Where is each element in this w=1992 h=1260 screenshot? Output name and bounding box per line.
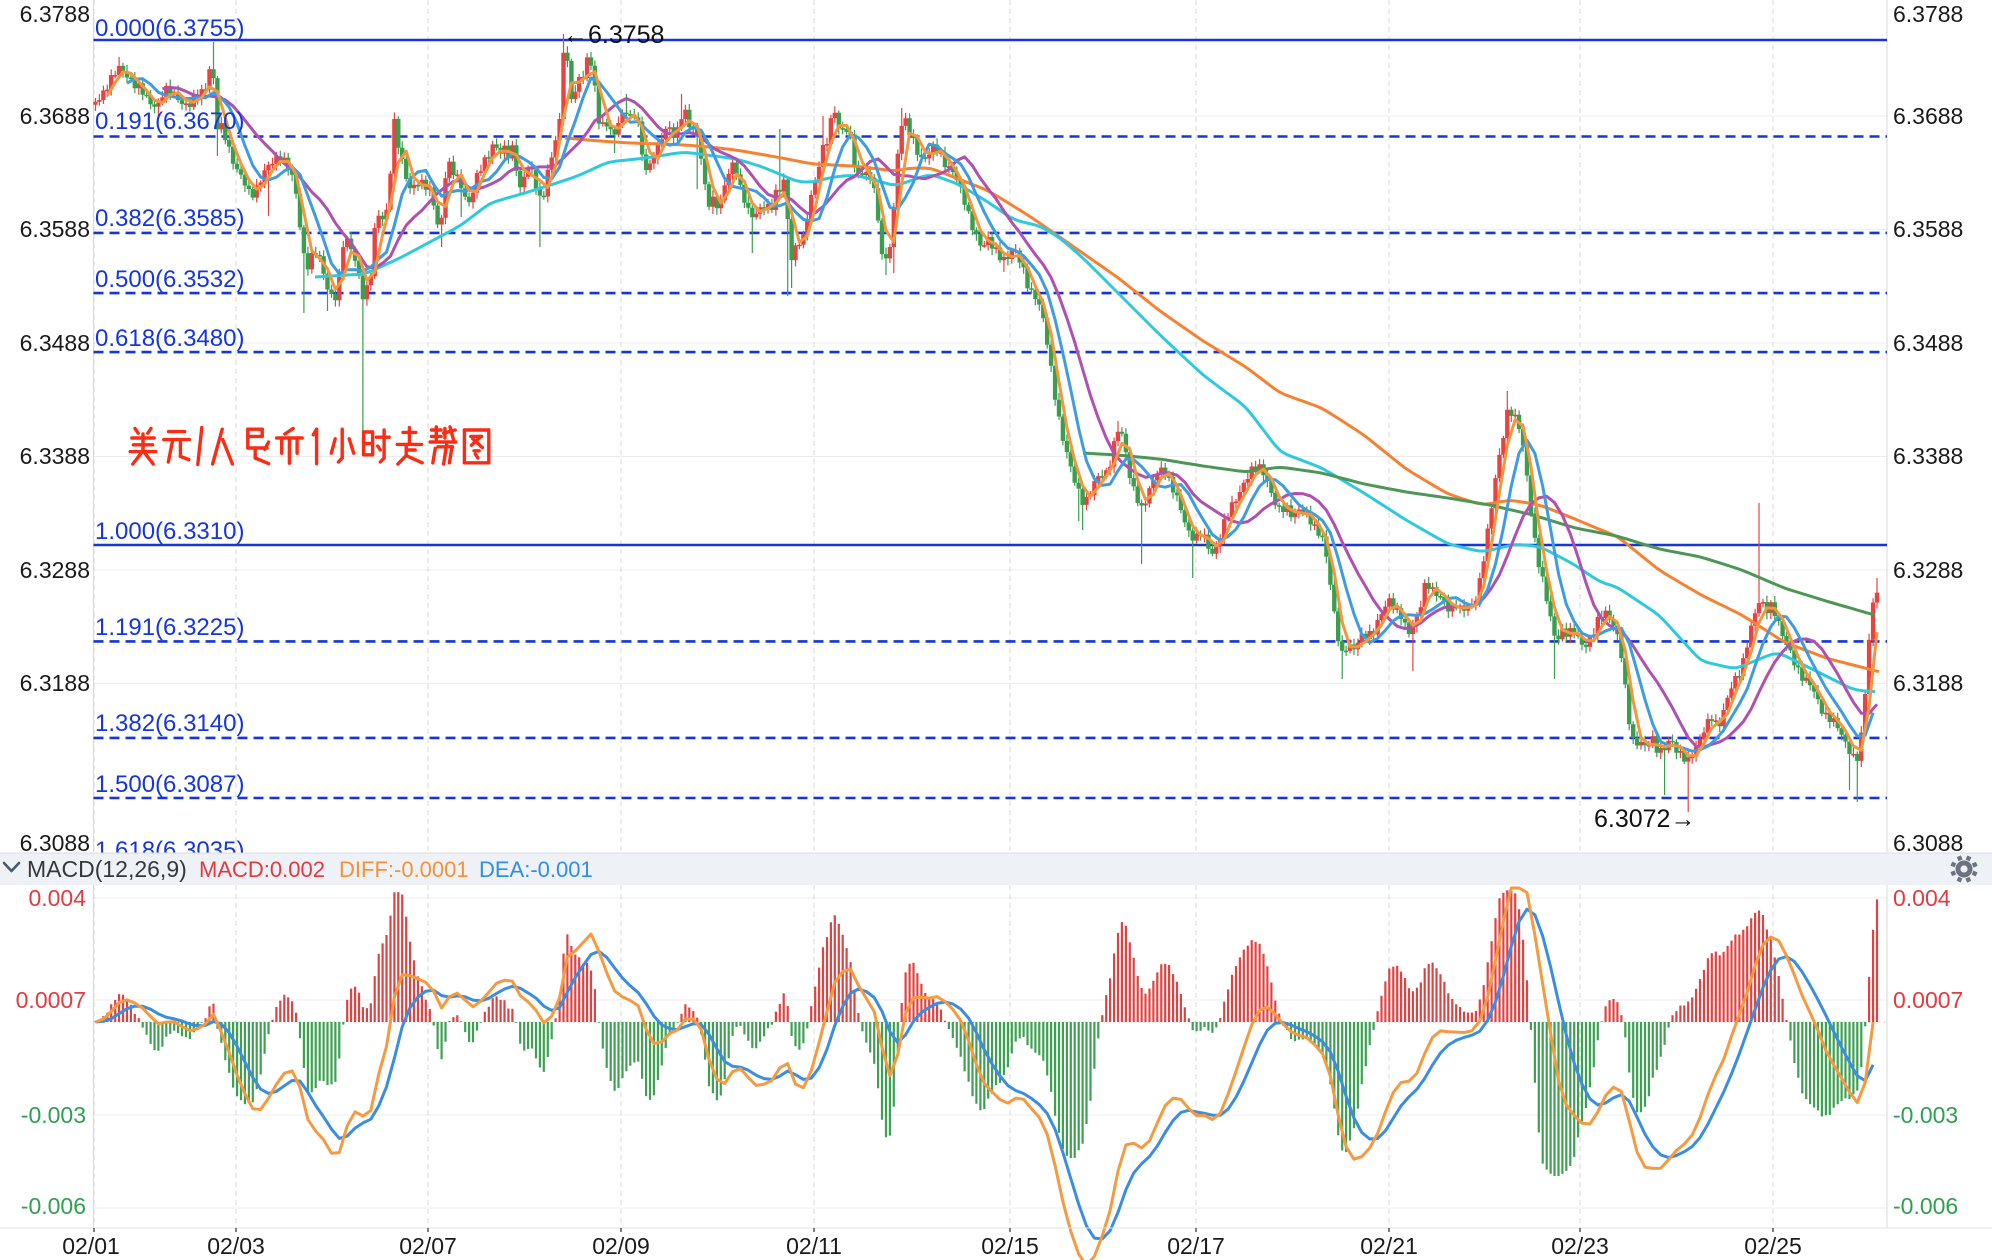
svg-text:0.0007: 0.0007 — [16, 987, 86, 1013]
svg-text:0.000(6.3755): 0.000(6.3755) — [95, 15, 244, 42]
svg-text:1.000(6.3310): 1.000(6.3310) — [95, 518, 244, 545]
svg-text:-0.006: -0.006 — [21, 1193, 86, 1219]
svg-text:DEA:-0.001: DEA:-0.001 — [479, 857, 593, 882]
svg-text:6.3588: 6.3588 — [1893, 216, 1963, 242]
svg-text:6.3388: 6.3388 — [20, 443, 90, 469]
svg-text:6.3488: 6.3488 — [1893, 330, 1963, 356]
svg-text:02/09: 02/09 — [592, 1233, 650, 1259]
svg-text:02/17: 02/17 — [1167, 1233, 1225, 1259]
svg-text:MACD(12,26,9): MACD(12,26,9) — [27, 856, 187, 882]
svg-text:02/23: 02/23 — [1551, 1233, 1609, 1259]
svg-text:02/03: 02/03 — [207, 1233, 265, 1259]
svg-text:0.004: 0.004 — [28, 885, 86, 911]
svg-text:6.3288: 6.3288 — [1893, 557, 1963, 583]
svg-text:6.3088: 6.3088 — [1893, 830, 1963, 856]
svg-text:6.3588: 6.3588 — [20, 216, 90, 242]
svg-text:-0.006: -0.006 — [1893, 1193, 1958, 1219]
svg-text:6.3388: 6.3388 — [1893, 443, 1963, 469]
svg-text:6.3788: 6.3788 — [1893, 1, 1963, 27]
svg-text:1.191(6.3225): 1.191(6.3225) — [95, 614, 244, 641]
svg-text:02/15: 02/15 — [981, 1233, 1039, 1259]
svg-text:0.382(6.3585): 0.382(6.3585) — [95, 205, 244, 232]
svg-text:0.0007: 0.0007 — [1893, 987, 1963, 1013]
svg-text:0.004: 0.004 — [1893, 885, 1951, 911]
svg-text:02/07: 02/07 — [399, 1233, 457, 1259]
svg-text:6.3188: 6.3188 — [1893, 670, 1963, 696]
svg-text:0.191(6.3670): 0.191(6.3670) — [95, 108, 244, 135]
svg-text:6.3288: 6.3288 — [20, 557, 90, 583]
svg-text:1.382(6.3140): 1.382(6.3140) — [95, 710, 244, 737]
svg-text:02/01: 02/01 — [62, 1233, 120, 1259]
svg-text:6.3688: 6.3688 — [20, 103, 90, 129]
svg-text:0.618(6.3480): 0.618(6.3480) — [95, 325, 244, 352]
svg-text:MACD:0.002: MACD:0.002 — [199, 857, 325, 882]
svg-text:6.3788: 6.3788 — [20, 1, 90, 27]
svg-text:6.3188: 6.3188 — [20, 670, 90, 696]
svg-text:02/11: 02/11 — [786, 1233, 842, 1259]
svg-text:-0.003: -0.003 — [21, 1102, 86, 1128]
svg-text:0.500(6.3532): 0.500(6.3532) — [95, 266, 244, 293]
svg-text:-0.003: -0.003 — [1893, 1102, 1958, 1128]
svg-text:6.3688: 6.3688 — [1893, 103, 1963, 129]
svg-text:6.3088: 6.3088 — [20, 830, 90, 856]
svg-text:02/25: 02/25 — [1744, 1233, 1802, 1259]
svg-text:6.3072→: 6.3072→ — [1594, 805, 1695, 833]
svg-text:02/21: 02/21 — [1360, 1233, 1418, 1259]
svg-text:DIFF:-0.0001: DIFF:-0.0001 — [339, 857, 469, 882]
svg-text:1.500(6.3087): 1.500(6.3087) — [95, 771, 244, 798]
svg-text:6.3488: 6.3488 — [20, 330, 90, 356]
svg-text:←6.3758: ←6.3758 — [563, 21, 664, 49]
